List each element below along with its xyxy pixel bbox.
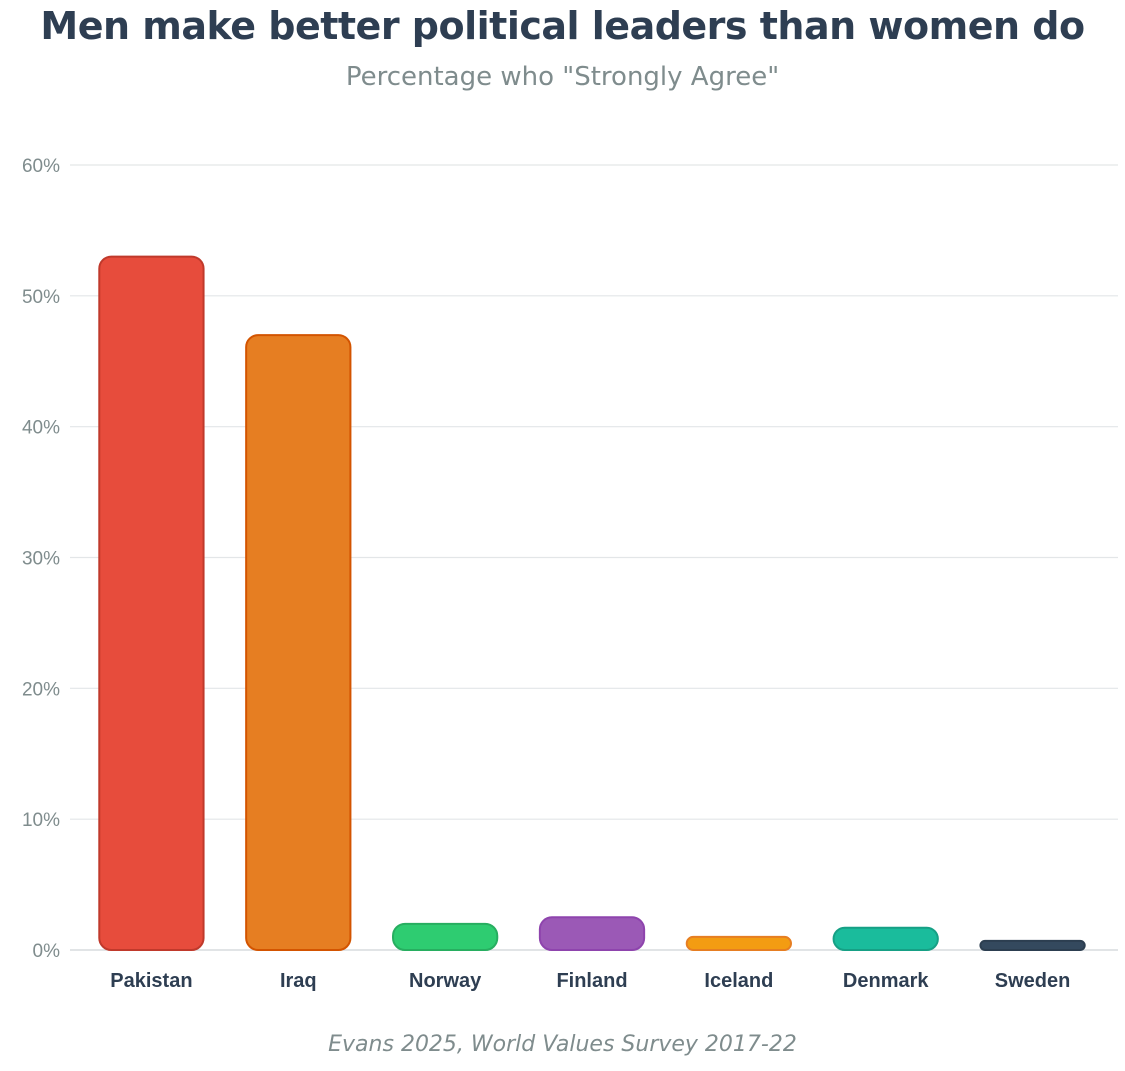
y-tick-label: 0% bbox=[33, 941, 61, 962]
bar-norway bbox=[392, 922, 499, 951]
gridlines bbox=[70, 164, 1118, 951]
y-tick-label: 20% bbox=[22, 679, 60, 700]
x-tick-label: Iraq bbox=[280, 970, 317, 992]
bar-pakistan bbox=[98, 255, 205, 952]
source-note: Evans 2025, World Values Survey 2017-22 bbox=[328, 1032, 797, 1057]
y-tick-label: 40% bbox=[22, 418, 60, 439]
y-axis-ticks: 0% 10% 20% 30% 40% 50% 60% bbox=[22, 156, 60, 962]
bar-finland bbox=[538, 916, 646, 952]
bar-chart: 0% 10% 20% 30% 40% 50% 60% Pakistan Iraq Norway F… bbox=[22, 156, 1118, 992]
x-tick-label: Sweden bbox=[995, 970, 1071, 992]
x-tick-label: Iceland bbox=[704, 970, 773, 992]
y-tick-label: 50% bbox=[22, 287, 60, 308]
x-tick-label: Denmark bbox=[843, 970, 929, 992]
x-axis-ticks: Pakistan Iraq Norway Finland Iceland Denmark S… bbox=[110, 970, 1070, 992]
bar-iceland bbox=[685, 935, 792, 952]
chart-title: Men make better political leaders than w… bbox=[40, 4, 1085, 48]
x-tick-label: Finland bbox=[556, 970, 627, 992]
y-tick-label: 10% bbox=[22, 810, 60, 831]
bar-denmark bbox=[832, 926, 939, 952]
y-tick-label: 60% bbox=[22, 156, 60, 177]
bars bbox=[98, 255, 1086, 952]
chart-subtitle: Percentage who "Strongly Agree" bbox=[345, 62, 780, 92]
x-tick-label: Norway bbox=[409, 970, 482, 992]
y-tick-label: 30% bbox=[22, 549, 60, 570]
x-tick-label: Pakistan bbox=[110, 970, 192, 992]
bar-iraq bbox=[245, 334, 352, 952]
bar-sweden bbox=[979, 939, 1086, 952]
